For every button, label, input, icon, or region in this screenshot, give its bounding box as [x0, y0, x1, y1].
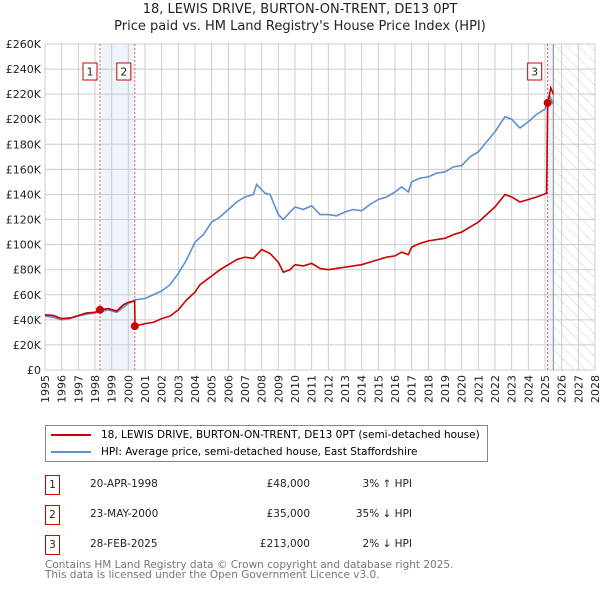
transaction-hpi: 35% ↓ HPI — [355, 508, 412, 520]
transaction-price: £213,000 — [259, 538, 310, 550]
x-tick-label: 2028 — [589, 375, 600, 403]
legend-swatch-blue — [51, 451, 91, 453]
x-tick-label: 2011 — [306, 375, 319, 403]
sale-period-band — [100, 44, 135, 370]
x-tick-label: 2020 — [456, 375, 469, 403]
transaction-row: 2 23-MAY-2000 £35,000 35% ↓ HPI — [45, 505, 445, 525]
transaction-row: 1 20-APR-1998 £48,000 3% ↑ HPI — [45, 475, 445, 495]
legend-swatch-red — [51, 434, 91, 436]
transaction-hpi: 3% ↑ HPI — [362, 478, 412, 490]
sale-marker-box — [527, 62, 543, 81]
footer-copyright: Contains HM Land Registry data © Crown c… — [45, 559, 454, 571]
y-tick-label: £240K — [6, 63, 42, 76]
x-tick-label: 1999 — [106, 375, 119, 403]
y-tick-label: £200K — [6, 113, 42, 126]
x-tick-label: 2013 — [339, 375, 352, 403]
sale-point — [96, 305, 104, 314]
transaction-date: 28-FEB-2025 — [90, 538, 158, 550]
transaction-date: 23-MAY-2000 — [90, 508, 159, 520]
legend-label: 18, LEWIS DRIVE, BURTON-ON-TRENT, DE13 0… — [101, 429, 480, 441]
x-tick-label: 2021 — [472, 375, 485, 403]
chart-subtitle: Price paid vs. HM Land Registry's House … — [114, 19, 486, 34]
legend-label: HPI: Average price, semi-detached house,… — [101, 446, 418, 458]
x-tick-label: 2025 — [539, 375, 552, 403]
y-tick-label: £60K — [13, 289, 42, 302]
legend-item-property: 18, LEWIS DRIVE, BURTON-ON-TRENT, DE13 0… — [51, 427, 480, 443]
series-line — [45, 85, 555, 328]
transaction-marker: 2 — [45, 505, 60, 525]
y-tick-label: £40K — [13, 314, 42, 327]
y-tick-label: £120K — [6, 214, 42, 227]
y-tick-label: £20K — [13, 339, 42, 352]
x-tick-label: 2007 — [239, 375, 252, 403]
sale-marker-box — [116, 62, 132, 81]
transaction-price: £35,000 — [266, 508, 310, 520]
y-tick-label: £80K — [13, 264, 42, 277]
x-tick-label: 2002 — [156, 375, 169, 403]
transaction-marker: 1 — [45, 475, 60, 495]
x-tick-label: 2017 — [406, 375, 419, 403]
x-tick-label: 2023 — [506, 375, 519, 403]
y-tick-label: £180K — [6, 138, 42, 151]
footer: Contains HM Land Registry data © Crown c… — [45, 559, 454, 581]
x-tick-label: 2009 — [272, 375, 285, 403]
x-tick-label: 2008 — [256, 375, 269, 403]
legend: 18, LEWIS DRIVE, BURTON-ON-TRENT, DE13 0… — [45, 425, 488, 462]
x-tick-label: 2016 — [389, 375, 402, 403]
x-tick-label: 2010 — [289, 375, 302, 403]
y-tick-label: £140K — [6, 188, 42, 201]
footer-licence: This data is licensed under the Open Gov… — [45, 569, 380, 581]
x-tick-label: 2012 — [322, 375, 335, 403]
sale-marker-box — [82, 62, 98, 81]
y-tick-label: £160K — [6, 163, 42, 176]
sale-marker-label: 1 — [87, 66, 94, 79]
forecast-hatch — [553, 44, 595, 370]
y-tick-label: £220K — [6, 88, 42, 101]
y-tick-label: £100K — [6, 239, 42, 252]
x-tick-label: 2005 — [206, 375, 219, 403]
transaction-price: £48,000 — [266, 478, 310, 490]
x-tick-label: 2024 — [522, 375, 535, 403]
x-tick-label: 1996 — [56, 375, 69, 403]
y-tick-label: £0 — [27, 364, 41, 377]
x-tick-label: 2019 — [439, 375, 452, 403]
x-tick-label: 2000 — [122, 375, 135, 403]
legend-item-hpi: HPI: Average price, semi-detached house,… — [51, 444, 418, 460]
transaction-marker: 3 — [45, 535, 60, 555]
x-tick-label: 2006 — [222, 375, 235, 403]
chart-title: 18, LEWIS DRIVE, BURTON-ON-TRENT, DE13 0… — [142, 2, 458, 17]
x-tick-label: 2026 — [556, 375, 569, 403]
y-tick-label: £260K — [6, 38, 42, 51]
x-tick-label: 2001 — [139, 375, 152, 403]
x-tick-label: 1997 — [72, 375, 85, 403]
x-tick-label: 2018 — [422, 375, 435, 403]
x-tick-label: 2003 — [172, 375, 185, 403]
price-chart: 1995 1996 1997 1998 1999 2000 2001 2002 2003 2004… — [6, 38, 600, 403]
sale-point — [543, 98, 552, 107]
x-tick-label: 2022 — [489, 375, 502, 403]
series-line — [45, 94, 555, 321]
sale-point — [130, 322, 139, 331]
x-tick-label: 2015 — [372, 375, 385, 403]
transaction-date: 20-APR-1998 — [90, 478, 158, 490]
transaction-hpi: 2% ↓ HPI — [362, 538, 412, 550]
sale-marker-label: 3 — [531, 66, 538, 79]
x-tick-label: 2014 — [356, 375, 369, 403]
sale-marker-label: 2 — [120, 66, 127, 79]
transaction-row: 3 28-FEB-2025 £213,000 2% ↓ HPI — [45, 535, 445, 555]
x-tick-label: 2027 — [572, 375, 585, 403]
x-tick-label: 1995 — [39, 375, 52, 403]
x-tick-label: 1998 — [89, 375, 102, 403]
x-tick-label: 2004 — [189, 375, 202, 403]
recent-band — [545, 44, 554, 370]
